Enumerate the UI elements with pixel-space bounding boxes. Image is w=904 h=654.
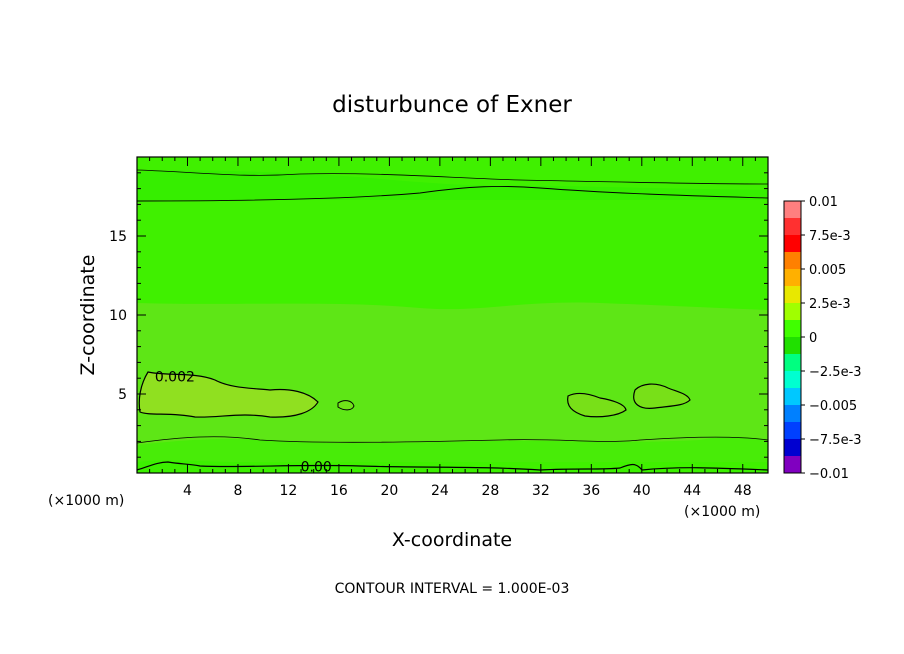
colorbar-label: 0.005 — [809, 263, 846, 278]
x-tick-label: 20 — [380, 483, 398, 499]
colorbar-swatch — [784, 337, 801, 355]
x-tick-label: 32 — [532, 483, 550, 499]
x-tick-label: 4 — [183, 483, 192, 499]
colorbar-swatch — [784, 218, 801, 236]
colorbar-swatch — [784, 320, 801, 338]
y-axis-ticks: 5 10 15 — [109, 172, 768, 458]
band-bottom — [137, 460, 768, 473]
colorbar-label: −0.01 — [809, 467, 849, 482]
colorbar-label: 7.5e-3 — [809, 229, 851, 244]
x-tick-label: 24 — [431, 483, 449, 499]
x-tick-label: 12 — [280, 483, 298, 499]
colorbar-label: 2.5e-3 — [809, 297, 851, 312]
x-tick-label: 16 — [330, 483, 348, 499]
colorbar-swatch — [784, 388, 801, 406]
band-middle — [137, 302, 768, 445]
colorbar-swatch — [784, 235, 801, 253]
colorbar-swatch — [784, 286, 801, 304]
colorbar-label: 0.01 — [809, 195, 838, 210]
y-tick-label: 15 — [109, 229, 127, 245]
band-lower — [137, 436, 768, 462]
contour-labels: 0.002 0.00 — [155, 370, 332, 476]
cell-small — [337, 400, 355, 411]
colorbar-label: 0 — [809, 331, 817, 346]
colorbar-swatch — [784, 201, 801, 219]
contour-interval-note: CONTOUR INTERVAL = 1.000E-03 — [335, 581, 570, 597]
y-tick-label: 10 — [109, 308, 127, 324]
x-tick-label: 36 — [582, 483, 600, 499]
contour-line-lower — [136, 436, 769, 444]
colorbar-swatch — [784, 269, 801, 287]
y-axis-label: Z-coordinate — [77, 255, 99, 376]
x-tick-label: 8 — [233, 483, 242, 499]
x-tick-label: 44 — [683, 483, 701, 499]
colorbar-swatch — [784, 252, 801, 270]
contour-label: 0.002 — [155, 370, 195, 386]
x-tick-label: 28 — [481, 483, 499, 499]
x-unit-right: (×1000 m) — [684, 504, 760, 520]
chart-title: disturbunce of Exner — [332, 92, 572, 118]
cell-right-a — [567, 392, 627, 418]
x-axis-ticks: 4 8 12 16 20 24 28 32 36 40 44 48 — [149, 157, 756, 499]
cell-left — [138, 371, 319, 418]
colorbar-swatch — [784, 354, 801, 372]
contour-label: 0.00 — [301, 460, 332, 476]
colorbar-label: −7.5e-3 — [809, 433, 862, 448]
colorbar-swatch — [784, 456, 801, 474]
colorbar-label: −2.5e-3 — [809, 365, 862, 380]
x-tick-label: 48 — [734, 483, 752, 499]
colorbar-swatch — [784, 439, 801, 457]
contour-line-top — [136, 169, 769, 185]
contour-field — [136, 157, 769, 473]
colorbar-swatch — [784, 303, 801, 321]
cell-right-b — [633, 383, 691, 409]
colorbar: 0.01 7.5e-3 0.005 2.5e-3 0 −2.5e-3 −0.005 −7.5e… — [783, 195, 862, 482]
colorbar-swatch — [784, 422, 801, 440]
x-unit-left: (×1000 m) — [48, 493, 124, 509]
colorbar-swatch — [784, 371, 801, 389]
colorbar-swatch — [784, 405, 801, 423]
x-tick-label: 40 — [633, 483, 651, 499]
colorbar-label: −0.005 — [809, 399, 857, 414]
y-tick-label: 5 — [118, 387, 127, 403]
x-axis-label: X-coordinate — [392, 529, 512, 551]
contour-line-upper — [136, 185, 769, 202]
